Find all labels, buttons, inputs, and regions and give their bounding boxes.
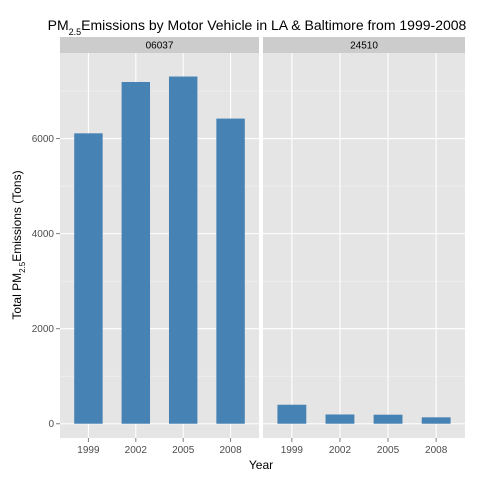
x-tick-label: 2005	[172, 445, 195, 456]
x-tick-label: 2002	[125, 445, 148, 456]
bar-06037-2002	[121, 81, 151, 424]
x-tick-label: 2008	[425, 445, 448, 456]
x-tick-label: 1999	[77, 445, 100, 456]
facet-label: 06037	[146, 41, 174, 52]
facet-panels: 06037 1999 2002 2005 2008 24510 1999 2002 2005 20…	[32, 37, 465, 456]
bar-06037-1999	[74, 133, 103, 424]
chart-title: PM2.5Emissions by Motor Vehicle in LA & …	[48, 17, 467, 37]
y-axis-title: Total PM2.5Emissions (Tons)	[10, 170, 27, 319]
x-tick-label: 2002	[329, 445, 352, 456]
facet-label: 24510	[350, 41, 378, 52]
facet-strip	[60, 37, 259, 53]
y-tick-label: 2000	[32, 324, 55, 335]
y-tick-label: 0	[48, 419, 54, 430]
x-tick-label: 2005	[377, 445, 400, 456]
panel-background	[263, 53, 465, 438]
x-tick-label: 2008	[219, 445, 242, 456]
x-axis-title: Year	[249, 458, 273, 472]
bar-06037-2008	[216, 118, 245, 424]
bar-06037-2005	[168, 76, 198, 424]
bar-24510-2002	[325, 414, 355, 424]
facet-strip	[263, 37, 465, 53]
bar-24510-2005	[373, 414, 403, 424]
x-tick-label: 1999	[281, 445, 304, 456]
y-tick-label: 6000	[32, 134, 55, 145]
bar-24510-2008	[421, 417, 451, 424]
bar-24510-1999	[277, 404, 307, 424]
y-tick-label: 4000	[32, 229, 55, 240]
